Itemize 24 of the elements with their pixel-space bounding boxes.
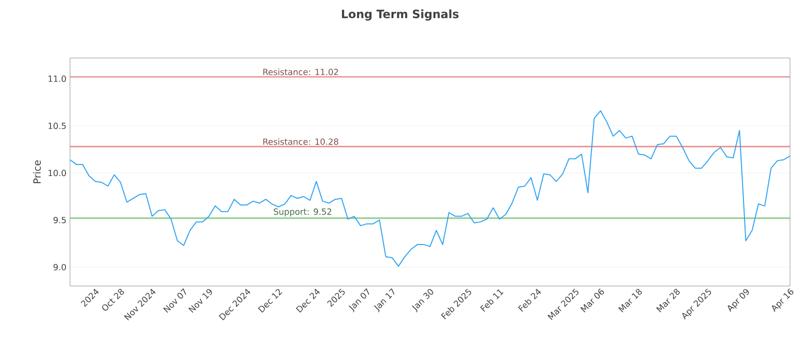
x-tick-label: Apr 09: [728, 289, 749, 312]
y-tick-label: 11.0: [48, 76, 66, 82]
x-tick-label: Mar 18: [618, 288, 642, 312]
x-tick-label: Mar 06: [580, 288, 604, 312]
x-tick-label: Feb 24: [518, 288, 541, 312]
x-tick-label: Dec 24: [296, 288, 320, 313]
x-tick-label: Jan 07: [348, 288, 370, 312]
y-tick-label: 10.0: [48, 170, 66, 176]
x-tick-label: Nov 07: [163, 288, 186, 313]
x-tick-label: Jan 30: [412, 289, 434, 312]
ref-line-label: Resistance: 11.02: [263, 68, 338, 76]
y-tick-label: 9.5: [54, 216, 66, 224]
x-tick-label: Mar 28: [656, 288, 680, 312]
ref-line-label: Resistance: 10.28: [263, 138, 338, 145]
y-tick-label: 10.5: [48, 122, 66, 130]
x-tick-label: Jan 17: [374, 288, 394, 312]
x-tick-label: Oct 28: [102, 288, 124, 311]
y-tick-label: 9.0: [54, 264, 66, 270]
ref-line-label: Support: 9.52: [274, 208, 332, 216]
chart-title: Long Term Signals: [342, 9, 459, 21]
x-tick-label: Dec 12: [258, 289, 282, 313]
x-tick-label: Feb 11: [480, 289, 504, 312]
x-tick-label: Apr 16: [772, 288, 794, 312]
y-axis-title: Price: [33, 160, 41, 184]
